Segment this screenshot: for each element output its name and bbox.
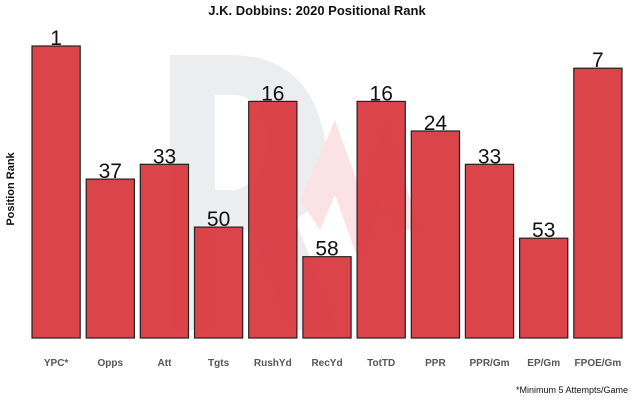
- bars: [31, 45, 623, 339]
- data-label: 16: [261, 82, 284, 105]
- data-label: 7: [592, 49, 604, 72]
- footnote: *Minimum 5 Attempts/Game: [516, 385, 628, 395]
- bar-rushyd: [248, 100, 298, 339]
- data-label: 33: [153, 145, 176, 168]
- y-axis-label: Position Rank: [5, 151, 17, 225]
- x-tick-label: FPOE/Gm: [575, 358, 622, 369]
- bar-fpoe-gm: [573, 67, 623, 339]
- data-labels: 1 37 33 50 16 58 16 24 33 53 7: [50, 27, 603, 261]
- data-label: 33: [478, 145, 501, 168]
- x-tick-label: Tgts: [208, 358, 230, 369]
- x-tick-label: PPR/Gm: [469, 358, 509, 369]
- bar-tgts: [193, 226, 244, 339]
- bar-recyd: [302, 256, 352, 339]
- x-tick-label: Opps: [98, 358, 124, 369]
- data-label: 53: [532, 219, 555, 242]
- data-label: 1: [50, 27, 62, 50]
- x-tick-label: EP/Gm: [527, 358, 560, 369]
- bar-ppr-gm: [464, 163, 515, 339]
- data-label: 16: [370, 82, 393, 105]
- bar-opps: [85, 178, 135, 339]
- bar-ypc: [31, 45, 81, 339]
- chart-title: J.K. Dobbins: 2020 Positional Rank: [208, 3, 426, 18]
- bar-ppr: [410, 130, 461, 339]
- data-label: 50: [207, 208, 230, 231]
- x-tick-label: RushYd: [254, 358, 292, 369]
- data-label: 58: [315, 238, 338, 261]
- data-label: 37: [99, 160, 122, 183]
- bar-ep-gm: [518, 237, 569, 339]
- data-label: 24: [424, 112, 448, 135]
- x-tick-label: YPC*: [44, 358, 69, 369]
- x-tick-label: RecYd: [311, 358, 342, 369]
- x-tick-labels: YPC* Opps Att Tgts RushYd RecYd TotTD PPR PPR/Gm…: [44, 358, 621, 369]
- x-tick-label: Att: [158, 358, 173, 369]
- bar-tottd: [356, 100, 406, 339]
- bar-att: [139, 163, 190, 339]
- x-tick-label: TotTD: [367, 358, 395, 369]
- x-tick-label: PPR: [425, 358, 446, 369]
